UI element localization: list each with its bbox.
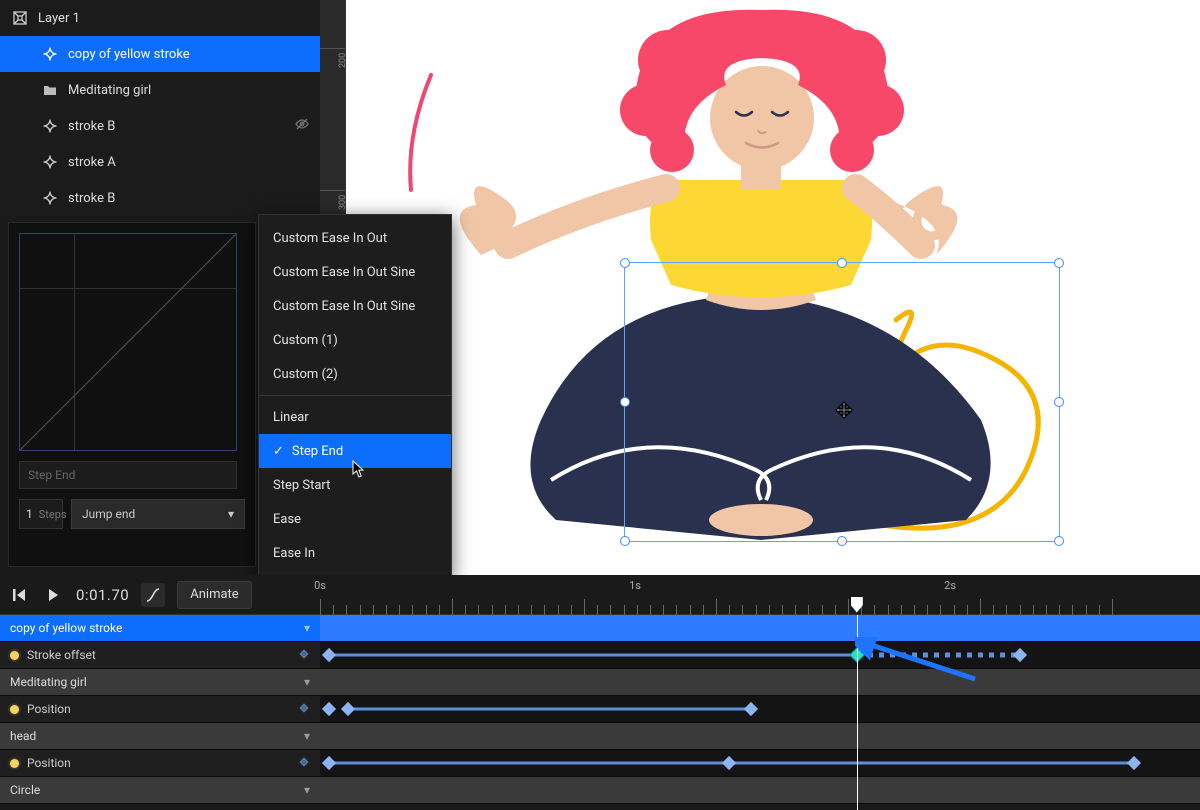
chevron-down-icon: ▾	[228, 507, 234, 521]
current-time: 0:01.70	[76, 586, 129, 604]
annotation-arrow	[855, 637, 985, 687]
jump-mode-select[interactable]: Jump end ▾	[71, 499, 245, 529]
keyframe[interactable]	[744, 702, 758, 716]
add-keyframe-button[interactable]	[298, 702, 310, 717]
easing-menu-label: Custom Ease In Out Sine	[273, 299, 415, 314]
track-group[interactable]: Circle ▾	[0, 777, 1200, 804]
canvas[interactable]	[346, 0, 1200, 575]
timeline: 0:01.70 Animate 0s 1s 2s copy of yellow st…	[0, 575, 1200, 810]
chevron-down-icon[interactable]: ▾	[304, 675, 310, 689]
add-keyframe-button[interactable]	[298, 648, 310, 663]
track-label: copy of yellow stroke	[10, 621, 122, 635]
track-label: Position	[27, 702, 71, 716]
chevron-down-icon[interactable]: ▾	[304, 621, 310, 635]
keyframe[interactable]	[322, 702, 336, 716]
ruler-time-label: 0s	[314, 579, 326, 592]
easing-menu-label: Ease	[273, 512, 301, 527]
track-label: Stroke offset	[27, 648, 96, 662]
easing-menu: Custom Ease In Out Custom Ease In Out Sin…	[258, 214, 452, 577]
track-group[interactable]: head ▾	[0, 723, 1200, 750]
track-property[interactable]: Position	[0, 750, 1200, 777]
chevron-down-icon[interactable]: ▾	[304, 783, 310, 797]
track-group[interactable]: copy of yellow stroke ▾	[0, 615, 1200, 642]
easing-menu-label: Custom Ease In Out Sine	[273, 265, 415, 280]
star-icon	[42, 191, 58, 205]
track-label: head	[10, 729, 36, 743]
easing-graph[interactable]	[19, 233, 237, 451]
easing-menu-item[interactable]: Custom Ease In Out Sine	[259, 255, 451, 289]
easing-name-input[interactable]: Step End	[19, 461, 237, 489]
track-label: Circle	[10, 783, 40, 797]
easing-menu-item[interactable]: Ease In	[259, 536, 451, 570]
cursor-icon	[352, 460, 366, 478]
keyframe-indicator-icon	[10, 705, 19, 714]
layer-item-label: Meditating girl	[68, 83, 312, 98]
folder-icon	[42, 84, 58, 96]
add-keyframe-button[interactable]	[298, 756, 310, 771]
play-button[interactable]	[42, 584, 64, 606]
animate-button[interactable]: Animate	[177, 581, 251, 609]
easing-menu-item[interactable]: Custom (2)	[259, 357, 451, 391]
check-icon: ✓	[273, 444, 284, 459]
layer-item[interactable]: Meditating girl	[0, 72, 320, 108]
keyframe[interactable]	[1127, 756, 1141, 770]
jump-mode-value: Jump end	[82, 507, 135, 521]
layers-panel: Layer 1 copy of yellow stroke Meditating …	[0, 0, 320, 216]
steps-label: Steps	[39, 508, 67, 521]
easing-menu-label: Step Start	[273, 478, 330, 493]
rewind-button[interactable]	[8, 584, 30, 606]
track-group[interactable]: Meditating girl ▾	[0, 669, 1200, 696]
keyframe[interactable]	[322, 756, 336, 770]
keyframe-indicator-icon	[10, 759, 19, 768]
star-icon	[42, 155, 58, 169]
ruler-time-label: 1s	[629, 579, 641, 592]
star-icon	[42, 47, 58, 61]
track-label: Meditating girl	[10, 675, 87, 689]
layer-item[interactable]: copy of yellow stroke	[0, 36, 320, 72]
easing-menu-item[interactable]: Custom (1)	[259, 323, 451, 357]
layer-item-label: stroke A	[68, 155, 312, 170]
track-property[interactable]: Stroke offset	[0, 642, 1200, 669]
track-property[interactable]: Position	[0, 696, 1200, 723]
visibility-off-icon[interactable]	[294, 116, 312, 136]
easing-menu-label: Custom Ease In Out	[273, 231, 387, 246]
keyframe-tween[interactable]	[329, 654, 857, 657]
timeline-ruler[interactable]: 0s1s2s	[320, 575, 1200, 615]
layer-root[interactable]: Layer 1	[0, 0, 320, 36]
selection-box[interactable]	[624, 262, 1060, 542]
keyframe-tween[interactable]	[348, 708, 751, 711]
layer-item[interactable]: stroke B	[0, 108, 320, 144]
timeline-tracks: copy of yellow stroke ▾ Stroke offset Medit…	[0, 615, 1200, 804]
easing-menu-label: Ease In	[273, 546, 315, 561]
star-icon	[42, 119, 58, 133]
easing-menu-label: Linear	[273, 410, 309, 425]
layer-item-label: copy of yellow stroke	[68, 47, 312, 62]
steps-count-input[interactable]: 1 Steps	[19, 499, 63, 529]
keyframe[interactable]	[322, 648, 336, 662]
easing-toggle-button[interactable]	[141, 583, 165, 607]
easing-menu-item[interactable]: Ease	[259, 502, 451, 536]
easing-menu-item[interactable]: Custom Ease In Out Sine	[259, 289, 451, 323]
easing-panel: Step End 1 Steps Jump end ▾	[8, 222, 256, 567]
layer-root-label: Layer 1	[38, 11, 312, 26]
layer-item-label: stroke B	[68, 191, 312, 206]
timeline-header: 0:01.70 Animate 0s 1s 2s	[0, 575, 1200, 615]
easing-menu-label: Step End	[292, 444, 343, 459]
easing-menu-item[interactable]: Linear	[259, 400, 451, 434]
ruler-time-label: 2s	[944, 579, 956, 592]
layer-icon	[12, 11, 28, 25]
keyframe[interactable]	[722, 756, 736, 770]
keyframe[interactable]	[1013, 648, 1027, 662]
track-label: Position	[27, 756, 71, 770]
easing-name-placeholder: Step End	[28, 468, 75, 482]
easing-menu-label: Custom (2)	[273, 367, 338, 382]
layer-item-label: stroke B	[68, 119, 284, 134]
layer-item[interactable]: stroke A	[0, 144, 320, 180]
chevron-down-icon[interactable]: ▾	[304, 729, 310, 743]
layer-item[interactable]: stroke B	[0, 180, 320, 216]
easing-menu-item[interactable]: Custom Ease In Out	[259, 221, 451, 255]
keyframe[interactable]	[341, 702, 355, 716]
keyframe-indicator-icon	[10, 651, 19, 660]
easing-menu-label: Custom (1)	[273, 333, 338, 348]
